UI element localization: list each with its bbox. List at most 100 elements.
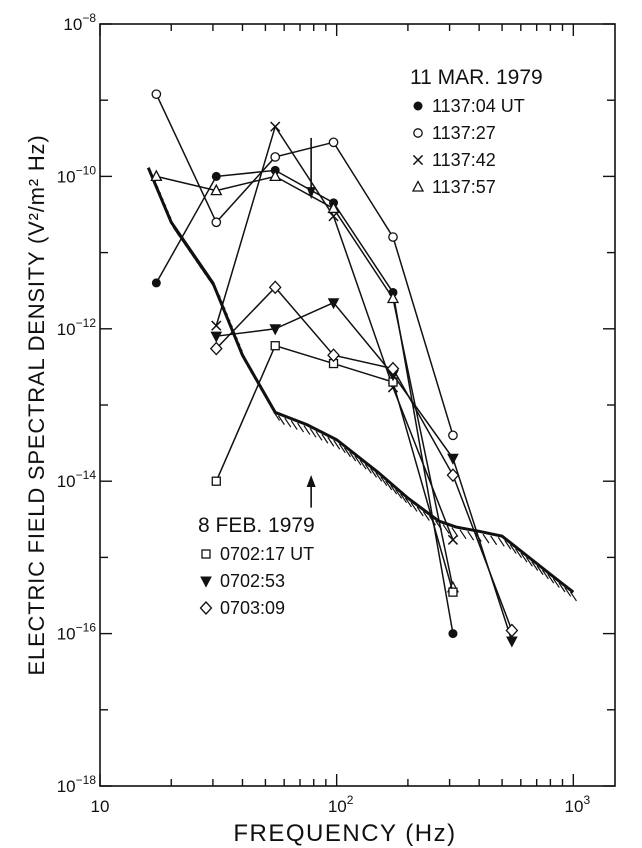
series-line-0-0 [155,169,454,634]
legend-label-0-0: 1137:04 UT [432,96,525,116]
data-point-0-0-1 [211,171,221,181]
hatch-mark [541,569,549,580]
y-tick-label: 10−8 [63,11,96,34]
x-tick-label-base: 10 [91,797,110,816]
hatch-mark [375,472,383,482]
x-tick-label-base: 10 [565,797,584,816]
hatch-mark [290,420,298,430]
hatch-mark [564,587,572,597]
hatch-mark [233,335,241,346]
series-line-0-3 [156,175,454,588]
data-point-1-1-1 [269,324,282,336]
hatch-mark [497,537,505,547]
hatch-mark [154,184,162,195]
data-point-0-1-2 [270,152,281,162]
data-point-1-1-5 [506,636,518,648]
y-tick-label: 10−16 [57,621,97,644]
hatch-mark [216,293,224,304]
y-tick-label-base: 10 [57,777,76,796]
legend-label-0-1: 1137:27 [432,123,496,143]
hatch-mark [552,578,560,588]
y-tick-label-base: 10 [57,320,76,339]
data-point-1-1-4 [447,453,459,465]
series-line-1-1 [216,301,513,642]
hatch-mark [416,506,424,517]
series-group [150,89,519,648]
x-tick-label: 10 [91,797,110,816]
hatch-mark [509,544,517,554]
hatch-mark [525,556,533,567]
hatch-mark [161,202,169,213]
series-0-3 [150,169,460,593]
data-point-0-3-2 [269,169,282,182]
hatch-mark [385,480,393,491]
y-tick-label: 10−14 [57,468,97,491]
hatch-mark [482,533,490,544]
y-tick-label-exp: −14 [76,468,97,482]
data-point-1-0-0 [211,476,221,486]
hatch-mark [558,582,566,593]
hatch-mark [327,436,335,447]
hatch-mark [277,415,285,425]
legend-label-1-0: 0702:17 UT [220,544,314,564]
hatch-mark [333,439,341,450]
legend-group: 11 MAR. 1979 1137:04 UT 1137:27 1137:42 1137… [198,66,543,618]
hatch-mark [370,468,378,478]
data-point-0-3-3 [327,201,340,214]
arrow-head-0 [306,187,316,200]
y-tick-label: 10−18 [57,773,97,796]
hatch-mark [395,489,403,499]
data-point-0-3-4 [386,291,400,304]
y-tick-label-base: 10 [57,625,76,644]
y-tick-label-exp: −8 [82,11,96,25]
data-point-1-2-1 [268,280,282,295]
x-tick-label-exp: 2 [347,793,354,807]
data-point-1-2-4 [446,468,460,483]
data-point-0-2-4 [447,534,459,545]
y-tick-label-exp: −10 [76,163,97,177]
hatch-mark [164,208,172,219]
data-point-0-2-1 [270,121,281,132]
y-tick-label-base: 10 [57,167,76,186]
data-point-1-1-2 [327,298,340,310]
hatch-mark [404,497,412,508]
y-tick-label-exp: −18 [76,773,97,787]
hatch-mark [400,493,408,504]
hatch-mark [228,323,236,334]
hatch-mark [223,311,231,322]
legend-marker-1-0 [201,549,211,559]
data-point-0-2-4-stroke-b [447,534,459,545]
hatch-mark [213,287,221,298]
hatch-mark [536,565,544,576]
legend-marker-1-1 [200,576,212,588]
legend-heading-0: 11 MAR. 1979 [410,66,543,89]
legend-label-0-3: 1137:57 [432,177,496,197]
hatch-mark [520,552,528,563]
hatch-mark [235,341,243,352]
hatch-mark [238,347,246,358]
hatch-mark [309,427,317,438]
data-point-0-0-0 [151,278,161,288]
hatch-mark [225,317,233,328]
data-point-0-0-5 [448,629,458,639]
y-tick-label-base: 10 [57,472,76,491]
hatch-mark [515,548,523,559]
hatch-mark [159,196,167,207]
hatch-mark [297,422,305,433]
legend-label-1-2: 0703:09 [220,598,285,618]
hatch-mark [380,476,388,486]
x-tick-label-base: 10 [328,797,347,816]
y-axis-label: ELECTRIC FIELD SPECTRAL DENSITY (V²/m² H… [24,135,49,676]
data-point-0-3-0 [150,169,163,182]
hatch-mark [156,190,164,201]
y-tick-label-exp: −12 [76,316,97,330]
arrow-group [306,137,316,508]
data-point-0-1-3 [328,137,339,148]
hatch-mark [467,530,475,541]
hatch-mark [221,305,229,316]
hatch-mark [422,511,430,521]
data-point-0-3-1 [210,183,223,196]
hatch-mark [315,430,323,441]
hatch-mark [504,539,512,550]
hatch-mark [410,502,418,512]
